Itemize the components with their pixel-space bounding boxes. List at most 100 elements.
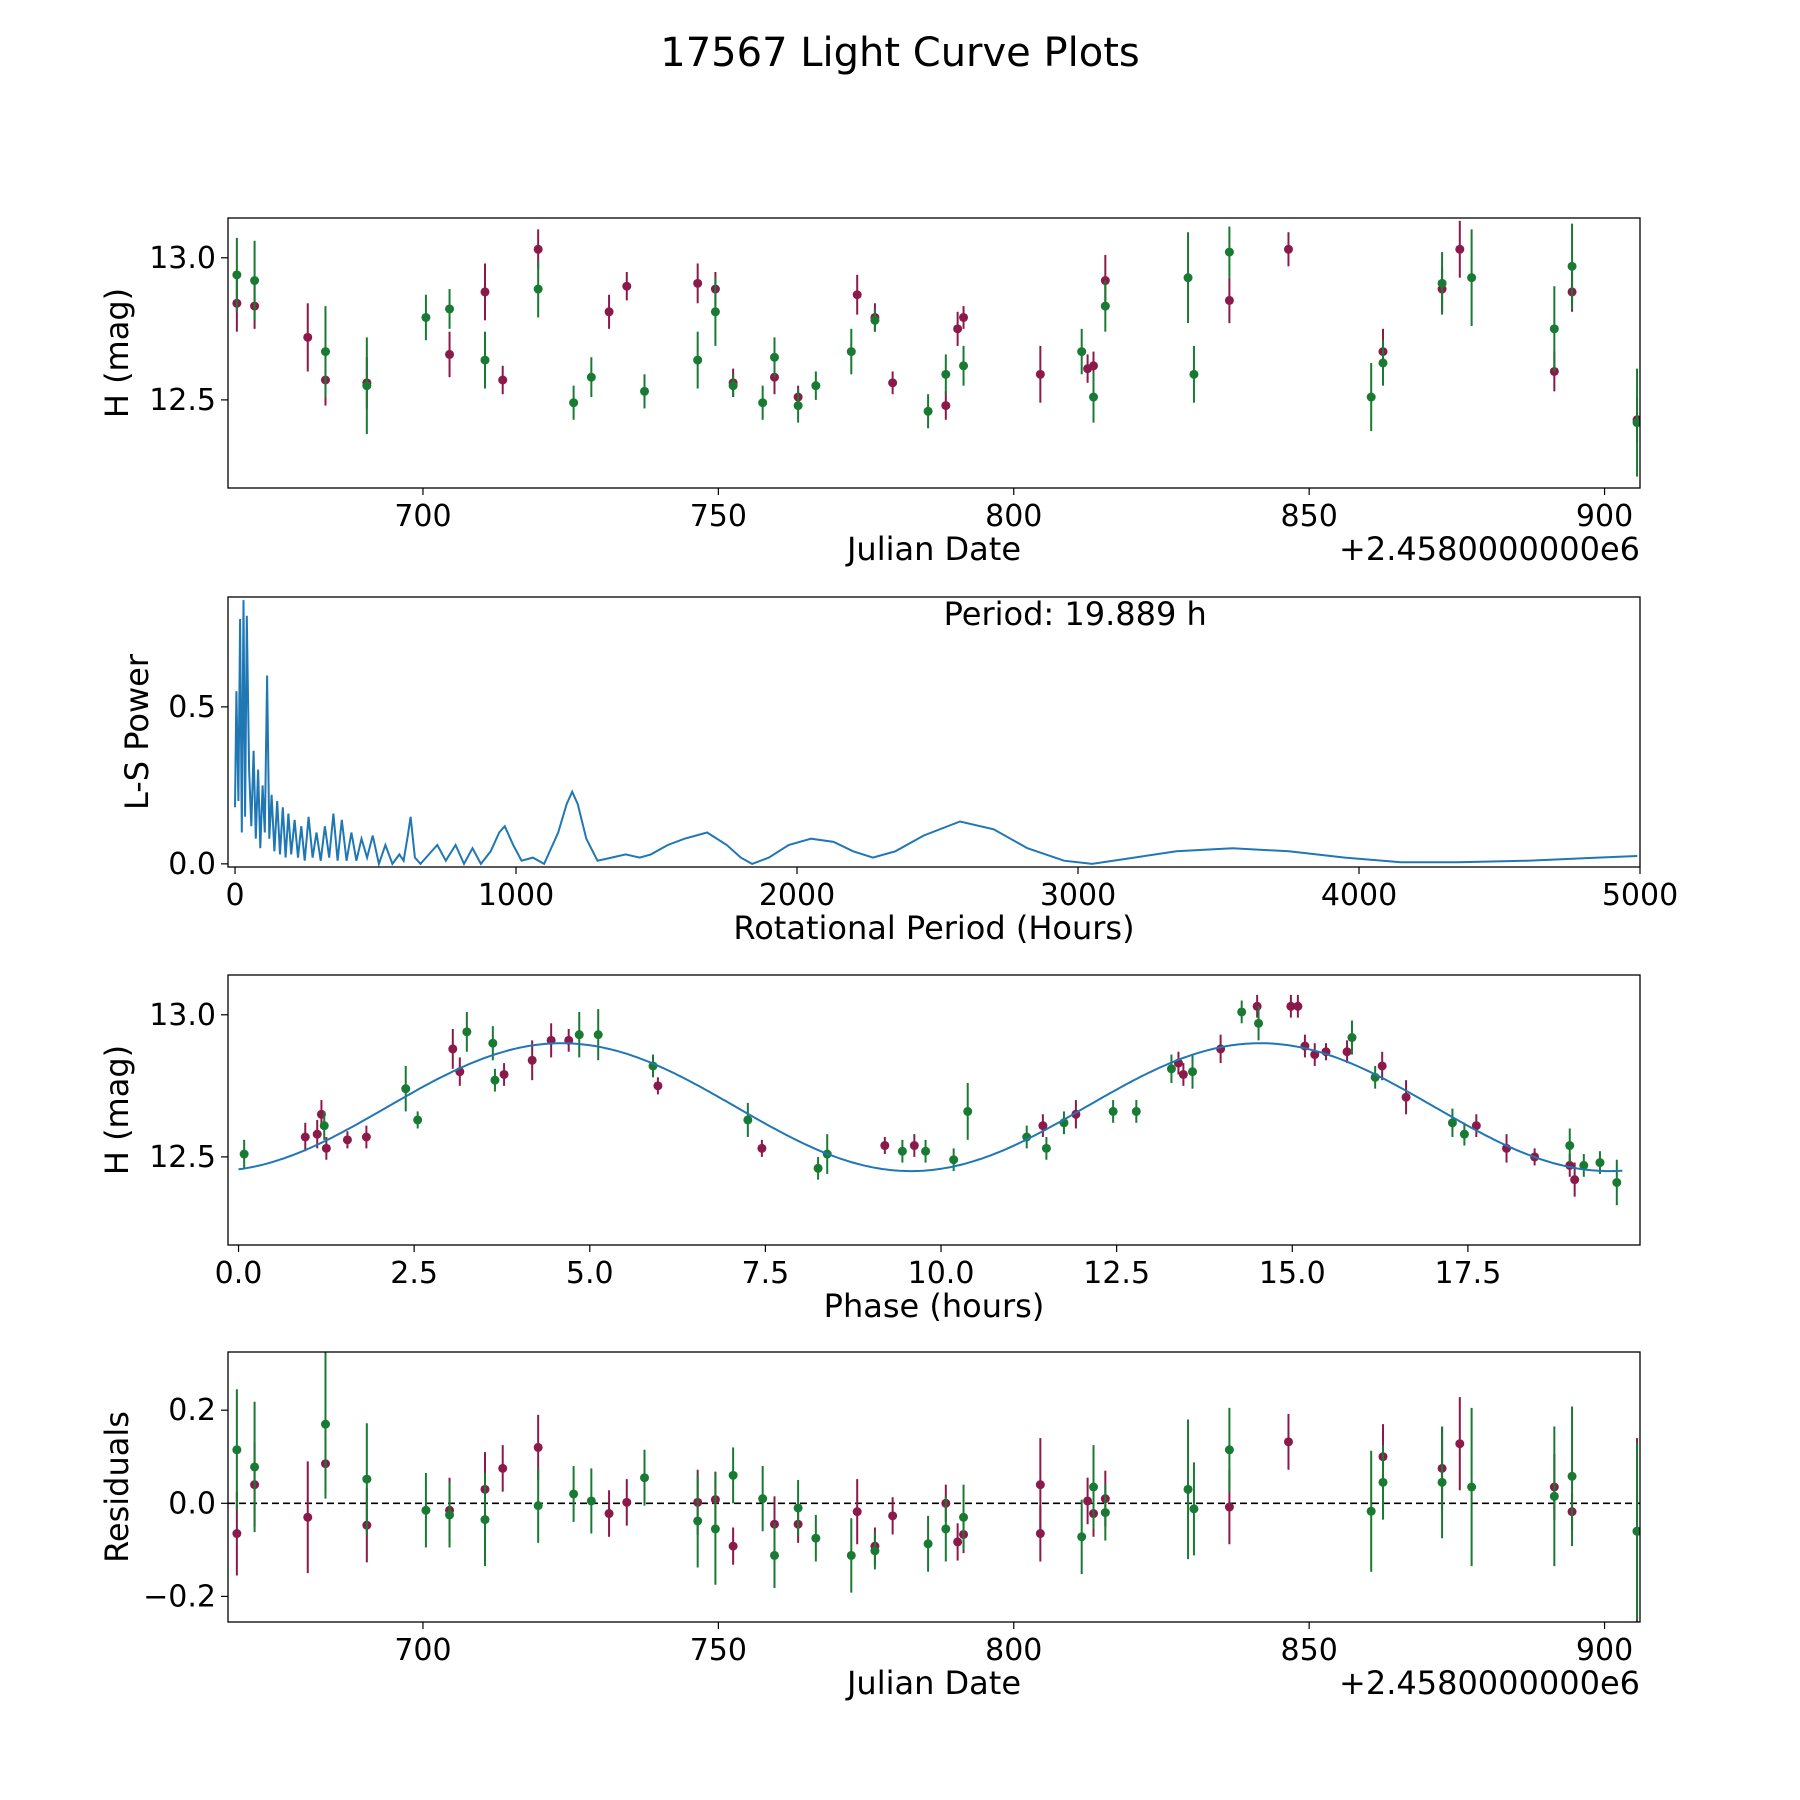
magenta-data-point	[1293, 1001, 1303, 1011]
magenta-data-point	[604, 1509, 614, 1519]
sinusoid-fit-line	[238, 1042, 1623, 1173]
green-data-point	[1131, 1106, 1141, 1116]
magenta-data-point	[445, 349, 455, 359]
x-tick-label: 850	[1281, 1633, 1338, 1668]
y-tick-label: 0.5	[168, 690, 216, 725]
green-data-point	[1077, 347, 1087, 357]
magenta-data-point	[1035, 369, 1045, 379]
green-data-point	[811, 381, 821, 391]
green-data-point	[728, 381, 738, 391]
green-data-point	[793, 1503, 803, 1513]
green-data-point	[1437, 278, 1447, 288]
green-data-point	[1041, 1143, 1051, 1153]
green-data-point	[870, 315, 880, 325]
x-tick-label: 900	[1576, 1633, 1633, 1668]
green-data-point	[569, 398, 579, 408]
green-data-point	[758, 1494, 768, 1504]
magenta-data-point	[1083, 1496, 1093, 1506]
x-tick-label: 10.0	[908, 1256, 975, 1291]
green-data-point	[320, 1419, 330, 1429]
magenta-data-point	[480, 287, 490, 297]
magenta-data-point	[653, 1081, 663, 1091]
x-axis-label: Rotational Period (Hours)	[733, 909, 1134, 947]
green-data-point	[640, 1473, 650, 1483]
green-data-point	[401, 1084, 411, 1094]
magenta-data-point	[321, 1143, 331, 1153]
green-data-point	[593, 1030, 603, 1040]
x-axis-label: Julian Date	[845, 530, 1021, 568]
y-axis-label: H (mag)	[98, 288, 136, 418]
green-data-point	[1437, 1477, 1447, 1487]
x-offset-label: +2.4580000000e6	[1339, 530, 1640, 568]
x-offset-label: +2.4580000000e6	[1339, 1664, 1640, 1702]
magenta-data-point	[1089, 361, 1099, 371]
y-tick-label: 0.0	[168, 1486, 216, 1521]
green-data-point	[421, 312, 431, 322]
green-data-point	[743, 1115, 753, 1125]
magenta-data-point	[880, 1141, 890, 1151]
green-data-point	[758, 398, 768, 408]
green-data-point	[362, 1474, 372, 1484]
y-tick-label: 0.0	[168, 847, 216, 882]
magenta-data-point	[1455, 1439, 1465, 1449]
green-data-point	[1108, 1106, 1118, 1116]
magenta-data-point	[533, 244, 543, 254]
x-tick-label: 17.5	[1434, 1256, 1501, 1291]
green-data-point	[710, 307, 720, 317]
green-data-point	[1366, 392, 1376, 402]
green-data-point	[846, 1550, 856, 1560]
green-data-point	[533, 284, 543, 294]
magenta-data-point	[1224, 1502, 1234, 1512]
green-data-point	[421, 1505, 431, 1515]
x-tick-label: 2000	[759, 878, 835, 913]
green-data-point	[769, 1550, 779, 1560]
green-data-point	[921, 1146, 931, 1156]
plot-frame	[227, 1351, 1641, 1623]
magenta-data-point	[232, 1529, 242, 1539]
magenta-data-point	[498, 375, 508, 385]
x-tick-label: 800	[985, 1633, 1042, 1668]
magenta-data-point	[1283, 244, 1293, 254]
green-data-point	[490, 1075, 500, 1085]
green-data-point	[923, 1539, 933, 1549]
green-data-point	[586, 1496, 596, 1506]
green-data-point	[480, 1515, 490, 1525]
green-data-point	[1567, 261, 1577, 271]
x-tick-label: 750	[690, 1633, 747, 1668]
green-data-point	[445, 304, 455, 314]
x-tick-label: 4000	[1321, 878, 1397, 913]
green-data-point	[586, 372, 596, 382]
green-data-point	[1549, 324, 1559, 334]
magenta-data-point	[1178, 1069, 1188, 1079]
green-data-point	[1567, 1471, 1577, 1481]
x-tick-label: 5000	[1602, 878, 1678, 913]
x-axis-label: Julian Date	[845, 1664, 1021, 1702]
green-data-point	[1366, 1506, 1376, 1516]
magenta-data-point	[1471, 1121, 1481, 1131]
magenta-data-point	[953, 324, 963, 334]
green-data-point	[1347, 1033, 1357, 1043]
green-data-point	[1467, 1482, 1477, 1492]
x-tick-label: 12.5	[1083, 1256, 1150, 1291]
x-tick-label: 800	[985, 499, 1042, 534]
x-tick-label: 15.0	[1259, 1256, 1326, 1291]
residuals-panel: 700 750 800 850 900 −0.2 0.0 0.2 Julian Date Resi…	[98, 1351, 1641, 1702]
magenta-data-point	[757, 1143, 767, 1153]
magenta-data-point	[959, 312, 969, 322]
data-layer	[238, 994, 1623, 1206]
magenta-data-point	[1035, 1529, 1045, 1539]
green-data-point	[1612, 1177, 1622, 1187]
green-data-point	[1579, 1160, 1589, 1170]
green-data-point	[232, 1445, 242, 1455]
magenta-data-point	[1377, 1061, 1387, 1071]
magenta-data-point	[303, 332, 313, 342]
green-data-point	[959, 361, 969, 371]
x-tick-label: 5.0	[566, 1256, 614, 1291]
magenta-data-point	[1286, 1001, 1296, 1011]
green-data-point	[846, 347, 856, 357]
y-tick-label: 12.5	[149, 383, 216, 418]
green-data-point	[693, 355, 703, 365]
green-data-point	[1254, 1018, 1264, 1028]
green-data-point	[769, 352, 779, 362]
magenta-data-point	[909, 1141, 919, 1151]
